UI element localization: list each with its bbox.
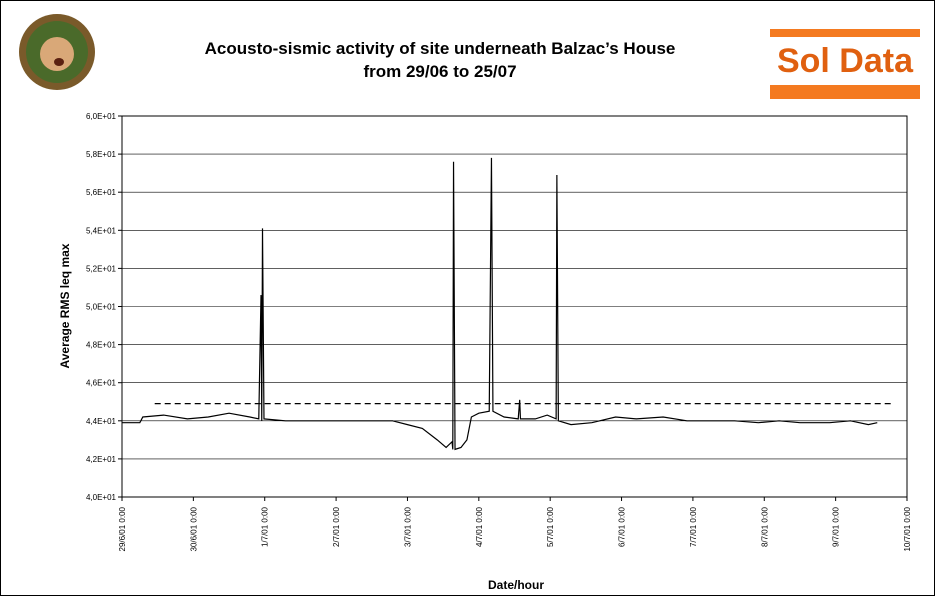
y-tick-label: 6,0E+01 — [86, 112, 117, 121]
y-tick-label: 4,6E+01 — [86, 379, 117, 388]
x-axis-label: Date/hour — [488, 578, 544, 592]
x-tick-label: 10/7/01 0:00 — [903, 506, 912, 551]
x-tick-label: 5/7/01 0:00 — [546, 506, 555, 547]
x-tick-label: 29/6/01 0:00 — [118, 506, 127, 551]
x-tick-label: 30/6/01 0:00 — [189, 506, 198, 551]
y-tick-label: 5,6E+01 — [86, 188, 117, 197]
y-tick-label: 5,8E+01 — [86, 150, 117, 159]
y-tick-label: 4,4E+01 — [86, 417, 117, 426]
y-tick-label: 5,4E+01 — [86, 226, 117, 235]
y-axis-label: Average RMS leq max — [58, 243, 72, 368]
chart-title: Acousto-sismic activity of site undernea… — [205, 39, 676, 58]
y-tick-label: 5,0E+01 — [86, 303, 117, 312]
y-tick-label: 4,2E+01 — [86, 455, 117, 464]
x-tick-label: 9/7/01 0:00 — [832, 506, 841, 547]
x-tick-label: 4/7/01 0:00 — [475, 506, 484, 547]
x-tick-label: 7/7/01 0:00 — [689, 506, 698, 547]
x-tick-label: 2/7/01 0:00 — [332, 506, 341, 547]
y-tick-label: 5,2E+01 — [86, 264, 117, 273]
x-tick-label: 3/7/01 0:00 — [403, 506, 412, 547]
x-tick-label: 1/7/01 0:00 — [261, 506, 270, 547]
chart-subtitle: from 29/06 to 25/07 — [363, 62, 516, 81]
medusa-emblem — [19, 14, 112, 110]
logo-text: Sol Data — [777, 42, 914, 80]
y-tick-label: 4,8E+01 — [86, 341, 117, 350]
y-tick-label: 4,0E+01 — [86, 493, 117, 502]
x-tick-label: 8/7/01 0:00 — [760, 506, 769, 547]
chart: Sol Data Acousto-sismic activity of site… — [0, 0, 935, 596]
x-tick-label: 6/7/01 0:00 — [618, 506, 627, 547]
